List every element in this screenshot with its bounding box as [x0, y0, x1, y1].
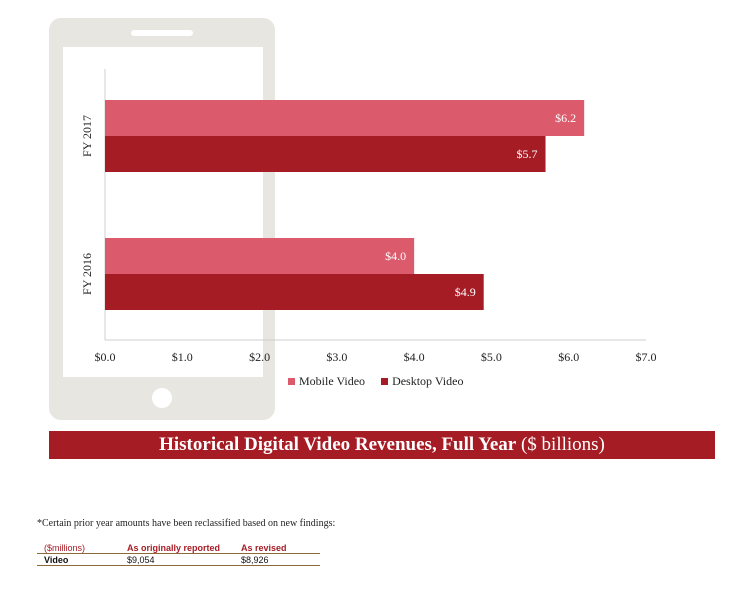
chart-title: Historical Digital Video Revenues, Full … — [159, 434, 517, 455]
reclass-table-header: ($millions) As originally reported As re… — [37, 542, 320, 554]
legend-label-mobile: Mobile Video — [299, 374, 366, 388]
reclass-header-units: ($millions) — [37, 542, 127, 554]
x-ticks-layer: $0.0 $1.0 $2.0 $3.0 $4.0 $5.0 $6.0 $7.0 — [95, 350, 657, 364]
x-tick-label: $7.0 — [636, 350, 657, 364]
legend-swatch-desktop — [381, 378, 389, 385]
data-label: $4.9 — [455, 285, 476, 299]
x-tick-label: $4.0 — [404, 350, 425, 364]
reclass-table: ($millions) As originally reported As re… — [37, 542, 320, 566]
phone-speaker — [131, 30, 193, 36]
data-label: $5.7 — [517, 147, 538, 161]
legend-item-desktop: Desktop Video — [381, 374, 463, 389]
category-labels-layer: FY 2017 FY 2016 — [80, 115, 94, 295]
x-tick-label: $1.0 — [172, 350, 193, 364]
bars-layer: $6.2 $5.7 $4.0 $4.9 — [105, 100, 585, 310]
bar-desktop-fy2016 — [105, 274, 484, 310]
chart-title-unit: ($ billions) — [520, 434, 605, 455]
reclass-header-revised: As revised — [241, 542, 320, 554]
legend-item-mobile: Mobile Video — [288, 374, 365, 389]
legend-swatch-mobile — [288, 378, 295, 385]
category-label: FY 2017 — [80, 115, 94, 157]
bar-desktop-fy2017 — [105, 136, 546, 172]
category-label: FY 2016 — [80, 253, 94, 295]
phone-screen — [63, 47, 263, 377]
chart-title-banner: Historical Digital Video Revenues, Full … — [49, 431, 715, 459]
x-tick-label: $3.0 — [326, 350, 347, 364]
x-tick-label: $2.0 — [249, 350, 270, 364]
reclass-row-label: Video — [37, 553, 127, 566]
legend-label-desktop: Desktop Video — [392, 374, 464, 388]
x-tick-label: $5.0 — [481, 350, 502, 364]
x-tick-label: $0.0 — [95, 350, 116, 364]
table-row: Video $9,054 $8,926 — [37, 553, 320, 566]
phone-home-button — [152, 388, 172, 408]
bar-mobile-fy2017 — [105, 100, 585, 136]
data-label: $4.0 — [385, 249, 406, 263]
footnote: *Certain prior year amounts have been re… — [37, 518, 336, 529]
data-label: $6.2 — [555, 111, 576, 125]
legend: Mobile Video Desktop Video — [288, 374, 463, 389]
reclass-row-revised: $8,926 — [241, 553, 320, 566]
x-tick-label: $6.0 — [558, 350, 579, 364]
reclass-header-original: As originally reported — [127, 542, 241, 554]
reclass-row-original: $9,054 — [127, 553, 241, 566]
chart: $6.2 $5.7 $4.0 $4.9 $0.0 $1.0 $2.0 $3.0 $4.0 $5.… — [49, 18, 657, 420]
bar-mobile-fy2016 — [105, 238, 415, 274]
